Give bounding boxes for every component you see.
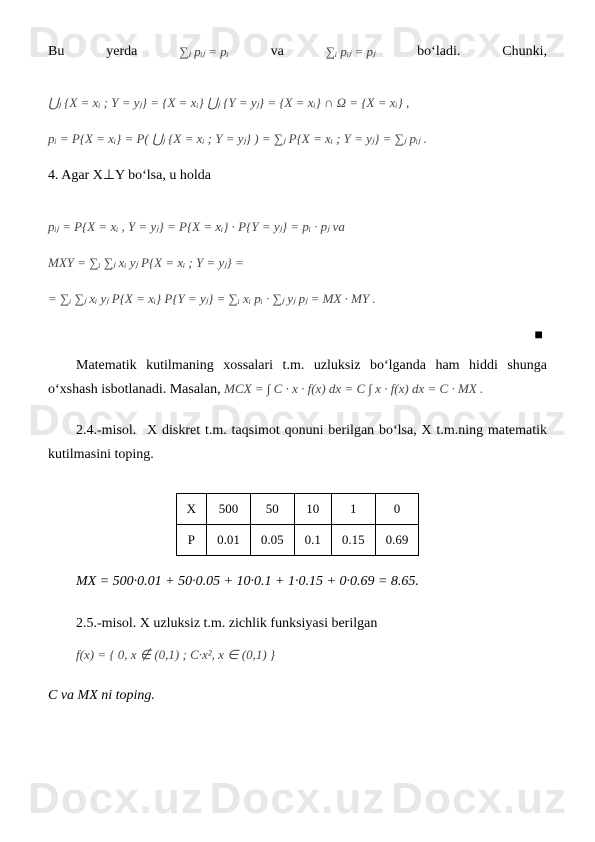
table-cell: 0.05 (250, 525, 294, 556)
table-cell: 0.01 (207, 525, 251, 556)
table-cell: 0.69 (375, 525, 419, 556)
table-cell: 0 (375, 494, 419, 525)
density-function: f(x) = { 0, x ∉ (0,1) ; C·x², x ∈ (0,1) … (48, 644, 275, 666)
table-cell: 500 (207, 494, 251, 525)
watermark: Docx.uz (28, 774, 204, 824)
table-row: P 0.01 0.05 0.1 0.15 0.69 (176, 525, 419, 556)
equation-mxy-b: = ∑ᵢ ∑ⱼ xᵢ yⱼ P{X = xᵢ} P{Y = yⱼ} = ∑ᵢ x… (48, 288, 547, 310)
word-va: va (271, 40, 284, 64)
equation-mcx: MCX = ∫ C · x · f(x) dx = C ∫ x · f(x) d… (224, 381, 483, 396)
table-cell: 10 (294, 494, 331, 525)
watermark: Docx.uz (391, 774, 567, 824)
table-cell: 50 (250, 494, 294, 525)
example-2-4-label: 2.4.-misol. (76, 423, 136, 438)
table-row: X 500 50 10 1 0 (176, 494, 419, 525)
formula-sum2: ∑ᵢ pᵢⱼ = pⱼ (326, 41, 375, 63)
table-cell: 0.15 (331, 525, 375, 556)
example-2-5: 2.5.-misol. X uzluksiz t.m. zichlik funk… (48, 612, 547, 666)
example-2-5-text: 2.5.-misol. X uzluksiz t.m. zichlik funk… (48, 612, 377, 636)
example-2-4: 2.4.-misol. X diskret t.m. taqsimot qonu… (48, 419, 547, 467)
watermark: Docx.uz (210, 774, 386, 824)
distribution-table: X 500 50 10 1 0 P 0.01 0.05 0.1 0.15 0.6… (176, 493, 420, 556)
find-c-mx: C va MX ni toping. (48, 684, 547, 708)
calculation-mx: MX = 500·0.01 + 50·0.05 + 10·0.1 + 1·0.1… (48, 570, 547, 594)
formula-sum1: ∑ⱼ pᵢⱼ = pᵢ (179, 41, 228, 63)
paragraph-xossalar: Matematik kutilmaning xossalari t.m. uzl… (48, 354, 547, 402)
word-boladi: boʻladi. (417, 40, 460, 64)
table-cell: 1 (331, 494, 375, 525)
equation-mxy-a: MXY = ∑ᵢ ∑ⱼ xᵢ yⱼ P{X = xᵢ ; Y = yⱼ} = (48, 252, 547, 274)
table-cell: X (176, 494, 206, 525)
find-c-mx-text: C va MX ni toping. (48, 688, 155, 703)
proof-end-icon: ■ (535, 324, 543, 348)
equation-union: ⋃ⱼ {X = xᵢ ; Y = yⱼ} = {X = xᵢ} ⋃ⱼ {Y = … (48, 92, 547, 114)
equation-pij: pᵢⱼ = P{X = xᵢ , Y = yⱼ} = P{X = xᵢ} · P… (48, 216, 547, 238)
intro-line: Bu yerda ∑ⱼ pᵢⱼ = pᵢ va ∑ᵢ pᵢⱼ = pⱼ boʻl… (48, 40, 547, 64)
table-cell: 0.1 (294, 525, 331, 556)
word-yerda: yerda (106, 40, 137, 64)
calculation-mx-text: MX = 500·0.01 + 50·0.05 + 10·0.1 + 1·0.1… (76, 574, 419, 589)
item-4: 4. Agar X⊥Y boʻlsa, u holda (48, 164, 547, 188)
table-cell: P (176, 525, 206, 556)
equation-pi: pᵢ = P{X = xᵢ} = P( ⋃ⱼ {X = xᵢ ; Y = yⱼ}… (48, 128, 547, 150)
word-chunki: Chunki, (502, 40, 547, 64)
page-content: Bu yerda ∑ⱼ pᵢⱼ = pᵢ va ∑ᵢ pᵢⱼ = pⱼ boʻl… (48, 40, 547, 708)
word-bu: Bu (48, 40, 64, 64)
